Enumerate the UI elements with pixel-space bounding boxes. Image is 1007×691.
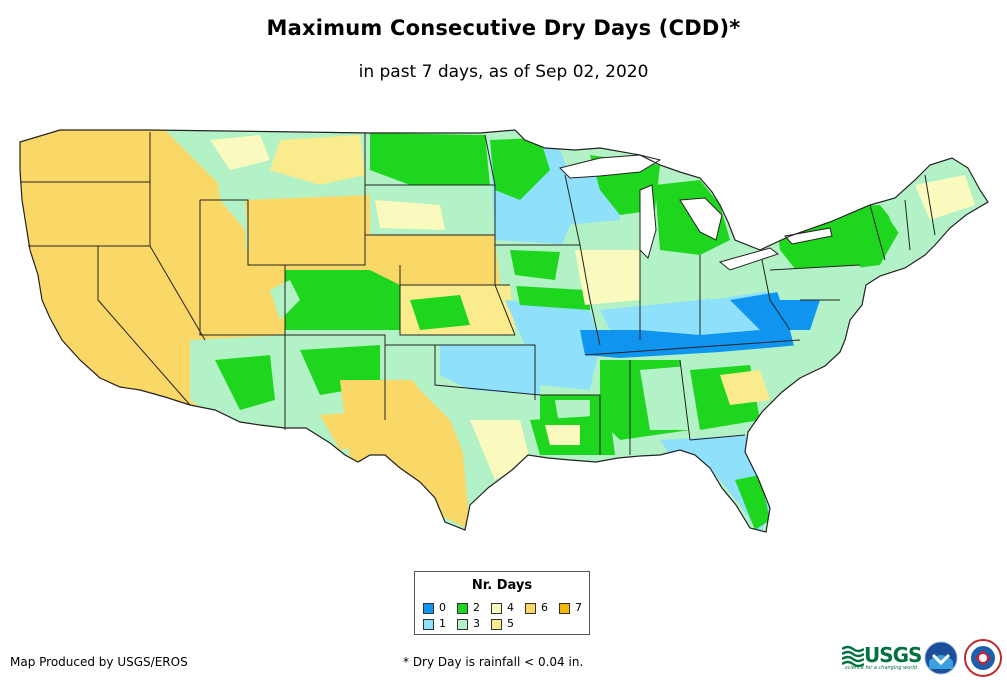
legend-label: 1 bbox=[439, 617, 446, 630]
agency-logos: USGS science for a changing world bbox=[842, 639, 1007, 681]
border-east-2 bbox=[769, 264, 861, 271]
legend-swatch bbox=[525, 603, 536, 614]
legend-swatch bbox=[423, 603, 434, 614]
region-sd-4 bbox=[375, 200, 445, 230]
dry-day-footnote: * Dry Day is rainfall < 0.04 in. bbox=[403, 655, 584, 669]
region-az-2 bbox=[215, 355, 275, 410]
lake-ontario bbox=[784, 227, 833, 245]
region-pa-3 bbox=[770, 265, 865, 300]
border-mid-3 bbox=[564, 174, 581, 246]
region-tx-4 bbox=[470, 420, 530, 480]
legend-swatch bbox=[491, 619, 502, 630]
region-ia-2 bbox=[510, 250, 560, 280]
region-ne-6 bbox=[365, 235, 500, 285]
border-east-5 bbox=[904, 199, 911, 251]
map-svg bbox=[19, 129, 989, 533]
nws-logo-icon bbox=[964, 639, 1002, 677]
region-ks-2 bbox=[410, 295, 470, 330]
legend: Nr. Days 0 1 2 3 4 5 6 7 bbox=[414, 571, 590, 635]
usgs-tagline: science for a changing world bbox=[845, 665, 917, 671]
legend-label: 3 bbox=[473, 617, 480, 630]
region-fl-2 bbox=[735, 475, 770, 530]
border-mid-1 bbox=[484, 134, 516, 336]
region-ga-5 bbox=[720, 370, 770, 405]
region-mn-2 bbox=[490, 138, 550, 200]
region-montana-5 bbox=[270, 135, 365, 185]
lake-huron bbox=[679, 197, 723, 241]
legend-swatch bbox=[457, 603, 468, 614]
border-east-6 bbox=[924, 174, 936, 236]
map-title: Maximum Consecutive Dry Days (CDD)* bbox=[266, 16, 741, 40]
region-montana-4 bbox=[210, 135, 270, 170]
legend-label: 5 bbox=[507, 617, 514, 630]
usgs-logo: USGS science for a changing world bbox=[842, 643, 922, 673]
legend-label: 6 bbox=[541, 601, 548, 614]
legend-title: Nr. Days bbox=[471, 578, 533, 593]
border-plains-3 bbox=[399, 265, 515, 336]
region-fl-1 bbox=[660, 435, 770, 532]
border-south-4 bbox=[689, 434, 746, 441]
usgs-wordmark: USGS bbox=[864, 643, 922, 667]
legend-swatch bbox=[423, 619, 434, 630]
lake-michigan bbox=[639, 184, 657, 259]
legend-label: 7 bbox=[575, 601, 582, 614]
map-subtitle: in past 7 days, as of Sep 02, 2020 bbox=[358, 62, 649, 82]
region-ok-3 bbox=[400, 340, 440, 375]
border-east-4 bbox=[869, 204, 886, 261]
region-ut-6 bbox=[200, 250, 285, 340]
border-west-3 bbox=[97, 246, 191, 406]
us-cdd-map bbox=[0, 100, 1007, 560]
region-tx-6 bbox=[340, 380, 470, 530]
usgs-wave-icon bbox=[842, 645, 864, 667]
legend-swatch bbox=[559, 603, 570, 614]
border-east-1 bbox=[759, 249, 791, 331]
region-tn-0 bbox=[580, 320, 800, 358]
legend-label: 2 bbox=[473, 601, 480, 614]
border-mid-6 bbox=[540, 394, 601, 455]
region-me-4 bbox=[915, 175, 975, 220]
region-in-3 bbox=[640, 250, 705, 310]
border-plains-6 bbox=[434, 345, 541, 396]
state-borders bbox=[20, 132, 936, 455]
region-oh-3 bbox=[700, 250, 775, 300]
region-il-4 bbox=[575, 250, 640, 305]
lake-erie bbox=[718, 247, 780, 271]
noaa-logo-icon bbox=[924, 641, 958, 675]
region-co-2 bbox=[285, 270, 400, 330]
legend-swatch bbox=[457, 619, 468, 630]
border-south-1 bbox=[584, 339, 801, 356]
border-west-6 bbox=[199, 200, 386, 420]
map-credit: Map Produced by USGS/EROS bbox=[10, 655, 188, 669]
legend-swatch bbox=[491, 603, 502, 614]
border-south-3 bbox=[679, 359, 691, 441]
legend-label: 4 bbox=[507, 601, 514, 614]
region-la-4 bbox=[545, 425, 580, 445]
region-ok-1 bbox=[430, 345, 540, 395]
great-lakes bbox=[559, 154, 833, 271]
region-mo-1 bbox=[505, 300, 600, 390]
legend-label: 0 bbox=[439, 601, 446, 614]
lake-superior bbox=[559, 154, 662, 179]
region-nd-2 bbox=[370, 133, 490, 185]
border-mid-2 bbox=[495, 244, 601, 346]
